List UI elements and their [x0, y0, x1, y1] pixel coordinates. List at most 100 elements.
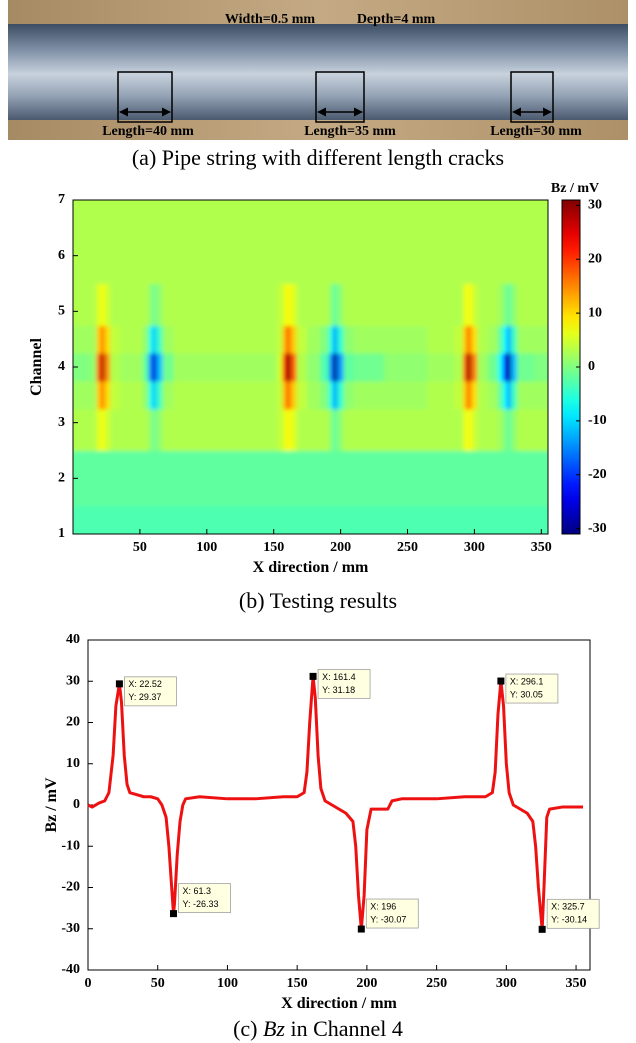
- heatmap-cell: [148, 353, 154, 382]
- caption-part: (c): [233, 1016, 263, 1041]
- caption-part: Bz: [263, 1016, 285, 1041]
- heatmap-cell: [286, 450, 291, 507]
- heatmap-cell: [119, 353, 134, 382]
- datatip-box: [546, 898, 600, 929]
- heatmap-cell: [96, 450, 102, 507]
- heatmap-cell: [79, 325, 91, 354]
- heatmap-cell: [148, 227, 154, 284]
- heatmap-cell: [427, 380, 455, 410]
- heatmap-cell: [320, 450, 330, 507]
- heatmap-cell: [282, 227, 287, 284]
- heatmap-cell: [282, 353, 287, 382]
- heatmap-cell: [143, 380, 150, 410]
- heatmap-cell: [333, 380, 338, 410]
- heatmap-cell: [226, 200, 261, 229]
- heatmap-cell: [471, 200, 478, 229]
- heatmap-cell: [427, 506, 455, 534]
- heatmap-cell: [477, 283, 489, 326]
- heatmap-cell: [104, 325, 111, 354]
- heatmap-cell: [454, 380, 464, 410]
- heatmap-cell: [463, 283, 468, 326]
- heatmap-cell: [156, 450, 164, 507]
- heatmap-cell: [148, 200, 154, 229]
- heatmap-cell: [104, 353, 111, 382]
- heatmap-cell: [320, 200, 330, 229]
- heatmap-cell: [193, 227, 228, 284]
- heatmap-cell: [487, 227, 499, 284]
- heatmap-cell: [162, 283, 174, 326]
- x-tick-label: 100: [196, 540, 217, 555]
- x-axis-label: X direction / mm: [281, 995, 397, 1012]
- heatmap-cell: [290, 283, 297, 326]
- heatmap-cell: [320, 506, 330, 534]
- heatmap-cell: [307, 283, 322, 326]
- heatmap-cell: [353, 200, 385, 229]
- datatip-marker: [169, 910, 177, 918]
- heatmap-cell: [511, 227, 518, 284]
- heatmap-cell: [277, 200, 283, 229]
- y-tick-label: 10: [66, 756, 80, 771]
- heatmap-cell: [471, 227, 478, 284]
- colorbar-label: Bz / mV: [551, 181, 599, 196]
- heatmap-cell: [320, 227, 330, 284]
- data-line: [87, 674, 584, 931]
- heatmap-cell: [463, 200, 468, 229]
- x-tick-label: 250: [397, 540, 418, 555]
- heatmap-cell: [427, 227, 455, 284]
- heatmap-cell: [143, 408, 150, 451]
- heatmap-cell: [173, 200, 194, 229]
- heatmap-cell: [353, 450, 385, 507]
- heatmap-cell: [260, 325, 278, 354]
- heatmap-cell: [307, 450, 322, 507]
- y-tick-label: 4: [58, 359, 65, 374]
- caption-part: in Channel 4: [285, 1016, 403, 1041]
- heatmap-cell: [497, 506, 504, 534]
- heatmap-cell: [152, 325, 158, 354]
- heatmap-cell: [96, 200, 102, 229]
- heatmap-cell: [511, 450, 518, 507]
- heatmap-cell: [89, 450, 97, 507]
- heatmap-cell: [467, 380, 472, 410]
- heatmap-cell: [333, 200, 338, 229]
- heatmap-cell: [156, 506, 164, 534]
- heatmap-cell: [517, 380, 536, 410]
- heatmap-cell: [471, 380, 478, 410]
- heatmap-cell: [353, 408, 385, 451]
- heatmap-cell: [497, 227, 504, 284]
- y-tick-label: 40: [66, 632, 80, 647]
- heatmap-cell: [320, 283, 330, 326]
- x-tick-label: 350: [566, 976, 587, 991]
- heatmap-cell: [282, 506, 287, 534]
- heatmap-cell: [162, 506, 174, 534]
- heatmap: [73, 200, 548, 534]
- heatmap-cell: [427, 353, 455, 382]
- datatip-text: Y: -30.07: [370, 914, 406, 924]
- heatmap-cell: [343, 283, 355, 326]
- heatmap-cell: [534, 283, 548, 326]
- heatmap-cell: [343, 325, 355, 354]
- heatmap-cell: [79, 283, 91, 326]
- heatmap-cell: [353, 283, 385, 326]
- heatmap-cell: [503, 325, 508, 354]
- heatmap-cell: [101, 200, 105, 229]
- heatmap-cell: [96, 283, 102, 326]
- heatmap-cell: [467, 283, 472, 326]
- heatmap-cell: [73, 408, 81, 451]
- x-tick-label: 0: [85, 976, 92, 991]
- heatmap-cell: [156, 408, 164, 451]
- datatip-text: Y: -30.14: [551, 915, 587, 925]
- x-tick-label: 150: [287, 976, 308, 991]
- heatmap-cell: [73, 200, 81, 229]
- colorbar-tick-label: -20: [588, 467, 607, 482]
- heatmap-cell: [173, 353, 194, 382]
- heatmap-cell: [96, 353, 102, 382]
- heatmap-cell: [307, 380, 322, 410]
- heatmap-cell: [104, 227, 111, 284]
- heatmap-cell: [152, 380, 158, 410]
- x-axis-label: X direction / mm: [253, 559, 369, 576]
- heatmap-cell: [467, 450, 472, 507]
- heatmap-cell: [487, 200, 499, 229]
- heatmap-cell: [173, 450, 194, 507]
- heatmap-cell: [497, 325, 504, 354]
- heatmap-cell: [384, 227, 429, 284]
